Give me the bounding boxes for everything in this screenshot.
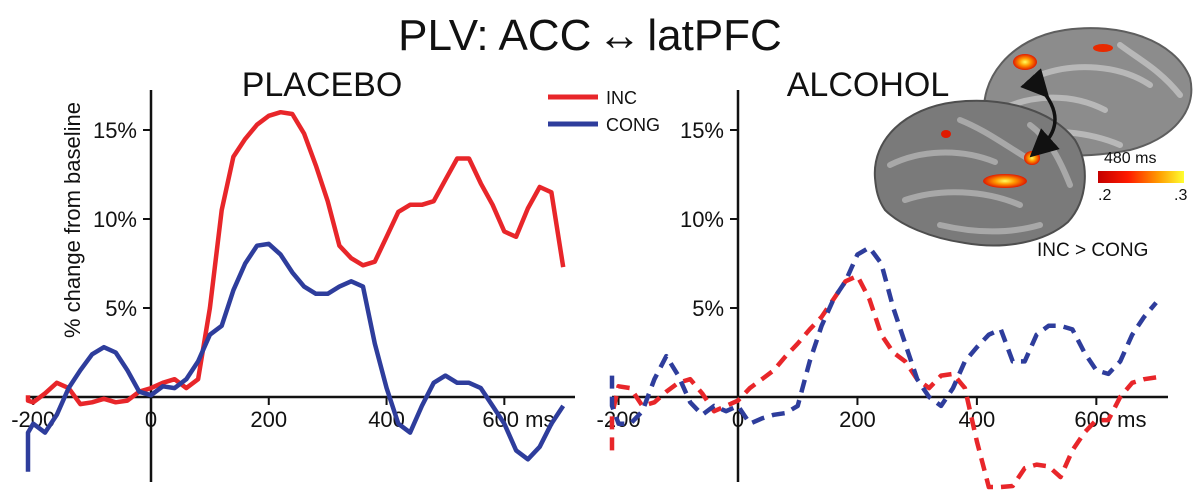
placebo-x-tick-label: 200 — [250, 407, 287, 432]
latpfc-activation-blob — [983, 174, 1027, 188]
alcohol-cong-series-line — [609, 245, 1158, 426]
legend: INC CONG — [548, 88, 660, 135]
placebo-x-tick-label: 0 — [145, 407, 157, 432]
connection-arrow — [1020, 68, 1060, 158]
frontal-activation-blob — [1024, 151, 1040, 165]
alcohol-y-tick-label: 10% — [680, 207, 724, 232]
placebo-inc-series-line — [25, 109, 566, 407]
lateral-gyri — [887, 117, 1073, 235]
alcohol-panel-title: ALCOHOL — [787, 66, 950, 104]
placebo-y-tick-label: 10% — [93, 207, 137, 232]
placebo-y-tick-label: 15% — [93, 118, 137, 143]
colorbar — [1098, 171, 1184, 183]
colorbar-max-label: .3 — [1174, 187, 1187, 204]
acc-activation-blob — [1013, 54, 1037, 70]
placebo-panel-title: PLACEBO — [242, 66, 403, 104]
placebo-x-tick-label: 400 — [368, 407, 405, 432]
placebo-y-axis-label: % change from baseline — [60, 102, 85, 338]
figure-title: PLV: ACC ↔ latPFC — [398, 11, 782, 60]
placebo-cong-series-line — [25, 241, 566, 472]
brain-inset: 480 ms .2 .3 INC > CONG — [873, 27, 1193, 261]
legend-inc-label: INC — [606, 88, 637, 108]
medial-activation-blob — [1093, 44, 1113, 52]
colorbar-time-label: 480 ms — [1104, 150, 1156, 167]
placebo-y-tick-label: 5% — [105, 296, 137, 321]
alcohol-x-tick-label: 200 — [839, 407, 876, 432]
legend-cong-label: CONG — [606, 115, 660, 135]
small-activation-blob — [941, 130, 951, 138]
alcohol-y-tick-label: 15% — [680, 118, 724, 143]
alcohol-inc-series-line — [609, 273, 1157, 490]
contrast-label: INC > CONG — [1037, 240, 1148, 261]
alcohol-x-tick-label: 400 — [959, 407, 996, 432]
colorbar-min-label: .2 — [1098, 187, 1111, 204]
alcohol-y-tick-label: 5% — [692, 296, 724, 321]
